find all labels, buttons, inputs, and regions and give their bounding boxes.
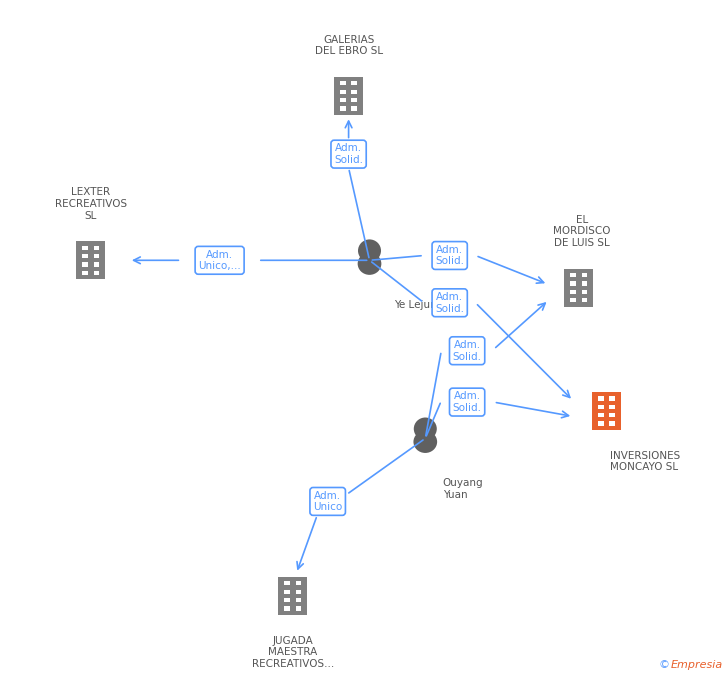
- FancyBboxPatch shape: [82, 254, 88, 258]
- FancyBboxPatch shape: [296, 598, 301, 602]
- Text: Adm.
Solid.: Adm. Solid.: [334, 143, 363, 165]
- FancyBboxPatch shape: [570, 290, 576, 294]
- FancyBboxPatch shape: [93, 271, 99, 275]
- FancyBboxPatch shape: [570, 298, 576, 302]
- FancyBboxPatch shape: [582, 290, 587, 294]
- FancyBboxPatch shape: [284, 582, 290, 586]
- FancyBboxPatch shape: [278, 577, 307, 615]
- FancyBboxPatch shape: [609, 405, 615, 409]
- FancyBboxPatch shape: [296, 582, 301, 586]
- FancyBboxPatch shape: [352, 98, 357, 102]
- Text: Adm.
Solid.: Adm. Solid.: [453, 340, 482, 362]
- FancyBboxPatch shape: [76, 241, 105, 279]
- Text: LEXTER
RECREATIVOS
SL: LEXTER RECREATIVOS SL: [55, 188, 127, 221]
- FancyBboxPatch shape: [296, 606, 301, 610]
- FancyBboxPatch shape: [93, 254, 99, 258]
- FancyBboxPatch shape: [598, 397, 604, 401]
- FancyBboxPatch shape: [582, 298, 587, 302]
- FancyBboxPatch shape: [284, 590, 290, 594]
- FancyBboxPatch shape: [340, 98, 346, 102]
- FancyBboxPatch shape: [352, 82, 357, 86]
- Text: Adm.
Unico,...: Adm. Unico,...: [198, 249, 241, 271]
- FancyBboxPatch shape: [340, 106, 346, 110]
- Circle shape: [358, 240, 381, 262]
- FancyBboxPatch shape: [582, 273, 587, 277]
- FancyBboxPatch shape: [340, 90, 346, 94]
- Text: JUGADA
MAESTRA
RECREATIVOS...: JUGADA MAESTRA RECREATIVOS...: [252, 636, 334, 669]
- FancyBboxPatch shape: [570, 282, 576, 286]
- FancyBboxPatch shape: [82, 271, 88, 275]
- FancyBboxPatch shape: [598, 413, 604, 417]
- Text: ©: ©: [659, 660, 673, 670]
- Text: GALERIAS
DEL EBRO SL: GALERIAS DEL EBRO SL: [314, 34, 383, 56]
- FancyBboxPatch shape: [592, 392, 621, 430]
- FancyBboxPatch shape: [82, 262, 88, 266]
- FancyBboxPatch shape: [609, 413, 615, 417]
- FancyBboxPatch shape: [284, 606, 290, 610]
- Text: Adm.
Solid.: Adm. Solid.: [453, 391, 482, 413]
- Text: Adm.
Solid.: Adm. Solid.: [435, 245, 464, 266]
- Text: Adm.
Solid.: Adm. Solid.: [435, 292, 464, 314]
- FancyBboxPatch shape: [93, 246, 99, 250]
- FancyBboxPatch shape: [82, 246, 88, 250]
- FancyBboxPatch shape: [93, 262, 99, 266]
- FancyBboxPatch shape: [296, 590, 301, 594]
- Text: Empresia: Empresia: [670, 660, 723, 670]
- FancyBboxPatch shape: [598, 421, 604, 425]
- Text: INVERSIONES
MONCAYO SL: INVERSIONES MONCAYO SL: [610, 451, 680, 473]
- Text: Adm.
Unico: Adm. Unico: [313, 490, 342, 512]
- FancyBboxPatch shape: [352, 106, 357, 110]
- FancyBboxPatch shape: [352, 90, 357, 94]
- Text: Ye Lejun: Ye Lejun: [394, 300, 437, 310]
- FancyBboxPatch shape: [284, 598, 290, 602]
- FancyBboxPatch shape: [609, 421, 615, 425]
- FancyBboxPatch shape: [334, 77, 363, 114]
- FancyBboxPatch shape: [598, 405, 604, 409]
- Text: EL
MORDISCO
DE LUIS SL: EL MORDISCO DE LUIS SL: [553, 215, 611, 248]
- Text: Ouyang
Yuan: Ouyang Yuan: [443, 478, 483, 500]
- FancyBboxPatch shape: [570, 273, 576, 277]
- Circle shape: [414, 418, 437, 440]
- FancyBboxPatch shape: [340, 82, 346, 86]
- FancyBboxPatch shape: [609, 397, 615, 401]
- FancyBboxPatch shape: [564, 269, 593, 307]
- Ellipse shape: [414, 431, 437, 453]
- FancyBboxPatch shape: [582, 282, 587, 286]
- Ellipse shape: [357, 253, 381, 275]
